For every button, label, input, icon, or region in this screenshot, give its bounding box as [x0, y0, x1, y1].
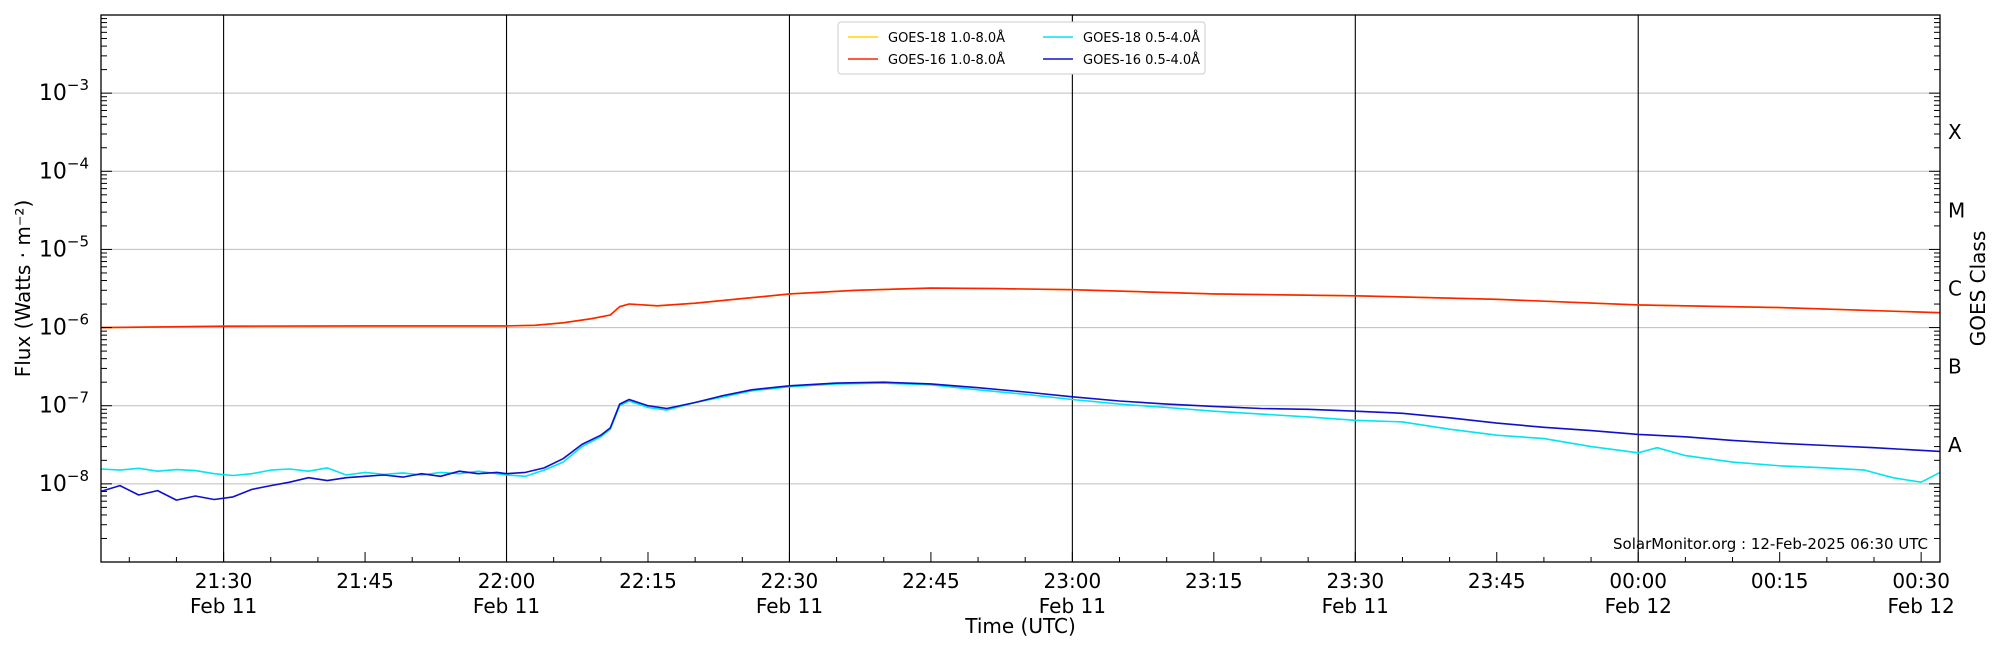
goes-class-label: X — [1948, 120, 1962, 144]
right-axis-label: GOES Class — [1966, 231, 1990, 347]
x-axis-label: Time (UTC) — [964, 614, 1076, 638]
legend: GOES-18 1.0-8.0Å GOES-16 1.0-8.0Å GOES-18 … — [837, 21, 1206, 75]
x-tick-label: 21:45 — [336, 569, 394, 593]
series-line — [100, 287, 1941, 329]
legend-entry-label: GOES-16 1.0-8.0Å — [888, 52, 1005, 68]
x-tick-label: 23:45 — [1468, 569, 1526, 593]
x-tick-label: 23:30 — [1326, 569, 1384, 593]
series-line — [100, 287, 1941, 329]
series-layer — [100, 287, 1941, 501]
x-tick-label: 00:00 — [1609, 569, 1667, 593]
vertical-marker-lines — [223, 15, 1639, 562]
y-axis-label: Flux (Watts · m⁻²) — [11, 200, 35, 378]
x-tick-label: 00:30 — [1892, 569, 1950, 593]
x-tick-date-label: Feb 11 — [473, 594, 540, 618]
y-tick-label: 10−4 — [39, 154, 89, 184]
legend-entry-label: GOES-16 0.5-4.0Å — [1083, 52, 1200, 68]
x-tick-date-label: Feb 11 — [756, 594, 823, 618]
source-annotation: SolarMonitor.org : 12-Feb-2025 06:30 UTC — [1613, 535, 1928, 553]
y-tick-label: 10−5 — [39, 232, 89, 262]
y-tick-label: 10−3 — [39, 76, 89, 106]
x-tick-label: 23:00 — [1044, 569, 1102, 593]
goes-class-label: B — [1948, 355, 1962, 379]
x-tick-label: 22:15 — [619, 569, 677, 593]
y-tick-label: 10−6 — [39, 311, 89, 341]
goes-class-label: A — [1948, 433, 1962, 457]
goes-class-label: M — [1948, 198, 1965, 222]
plot-frame — [100, 14, 1941, 563]
legend-entry-label: GOES-18 1.0-8.0Å — [888, 30, 1005, 46]
grid-layer — [101, 92, 1940, 485]
y-tick-label: 10−7 — [39, 389, 89, 419]
x-tick-date-label: Feb 11 — [1039, 594, 1106, 618]
x-tick-label: 23:15 — [1185, 569, 1243, 593]
x-tick-label: 22:00 — [478, 569, 536, 593]
goes-class-label: C — [1948, 277, 1962, 301]
legend-entry-label: GOES-18 0.5-4.0Å — [1083, 30, 1200, 46]
series-line — [100, 382, 1941, 483]
y-tick-label: 10−8 — [39, 467, 89, 497]
x-tick-label: 21:30 — [195, 569, 253, 593]
x-tick-label: 00:15 — [1751, 569, 1809, 593]
x-tick-date-label: Feb 12 — [1605, 594, 1672, 618]
x-tick-date-label: Feb 11 — [190, 594, 257, 618]
x-tick-date-label: Feb 12 — [1888, 594, 1955, 618]
legend-box — [837, 21, 1206, 75]
series-line — [100, 381, 1941, 501]
x-tick-label: 22:45 — [902, 569, 960, 593]
x-tick-date-label: Feb 11 — [1322, 594, 1389, 618]
x-tick-label: 22:30 — [761, 569, 819, 593]
